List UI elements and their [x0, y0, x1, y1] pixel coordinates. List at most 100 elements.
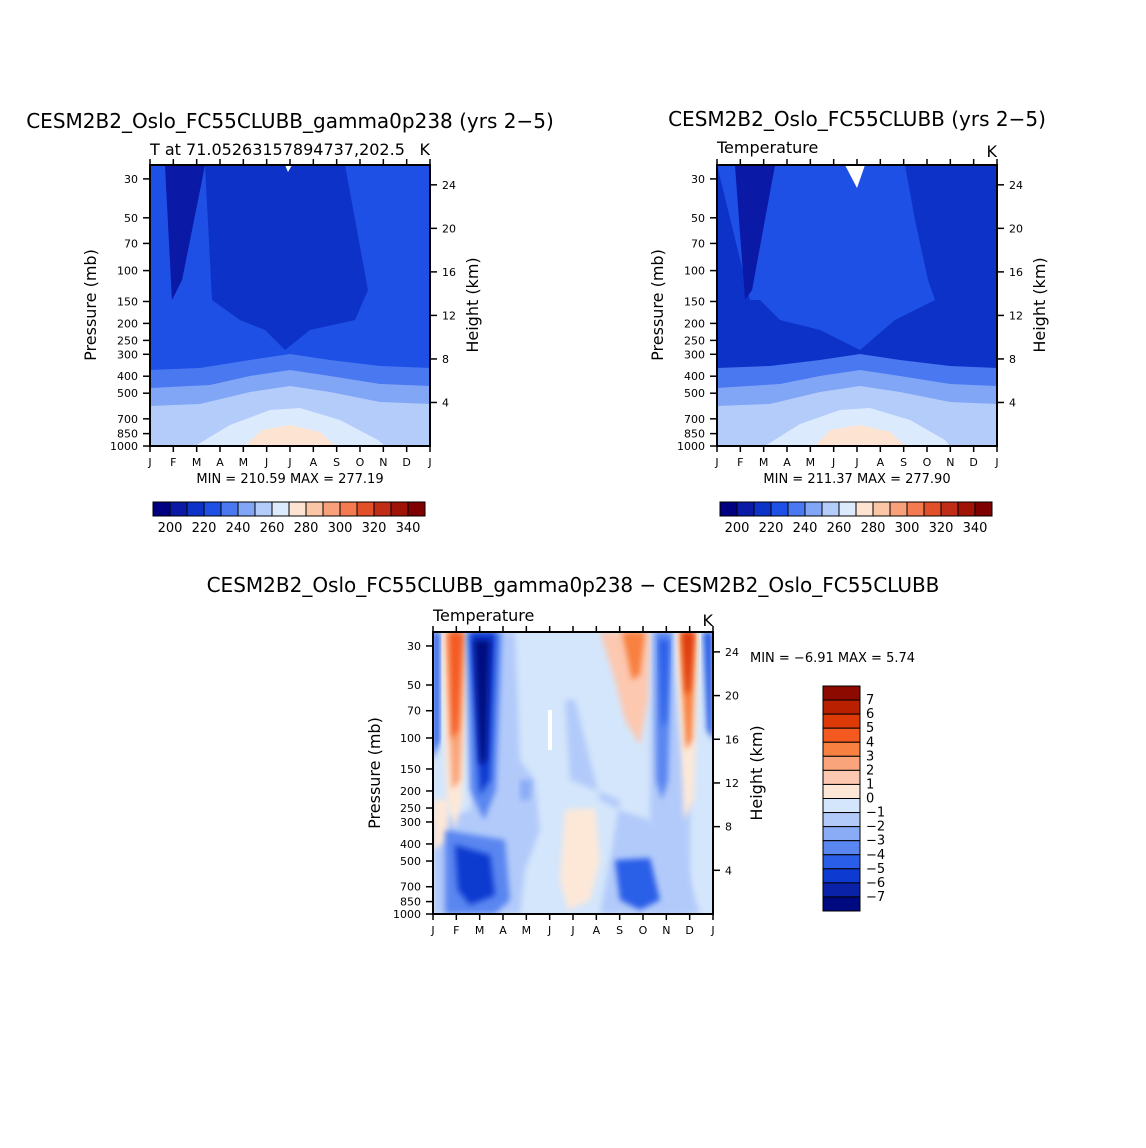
y2-tick-label: 12 [1009, 309, 1023, 322]
colorbar-box [787, 501, 806, 517]
colorbar-box [822, 798, 861, 814]
x-tick-label: J [831, 456, 835, 469]
y-tick-label: 30 [407, 640, 421, 653]
colorbar-box [736, 501, 755, 517]
colorbar-label: −1 [866, 806, 885, 821]
colorbar-box [974, 501, 993, 517]
colorbar-box [822, 713, 861, 729]
colorbar-box [271, 501, 290, 517]
colorbar-box [822, 699, 861, 715]
colorbar-box [822, 868, 861, 884]
colorbar-box [822, 826, 861, 842]
x-tick-label: M [192, 456, 202, 469]
y-tick-label: 250 [400, 802, 421, 815]
panel-3: CESM2B2_Oslo_FC55CLUBB_gamma0p238 − CESM… [207, 573, 940, 937]
colorbar-label: 320 [929, 521, 954, 536]
colorbar-box [186, 501, 205, 517]
x-tick-label: D [969, 456, 977, 469]
y-tick-label: 30 [691, 173, 705, 186]
panel-1-contours [150, 165, 430, 446]
colorbar-box [906, 501, 925, 517]
x-tick-label: J [264, 456, 268, 469]
colorbar-label: 240 [226, 521, 251, 536]
panel-3-title: CESM2B2_Oslo_FC55CLUBB_gamma0p238 − CESM… [207, 573, 940, 597]
y-tick-label: 300 [684, 348, 705, 361]
panel-3-subtitle: Temperature [432, 606, 534, 625]
panel-3-stats: MIN = −6.91 MAX = 5.74 [750, 651, 915, 666]
colorbar-box [822, 812, 861, 828]
y2-tick-label: 4 [1009, 396, 1016, 409]
colorbar-box [719, 501, 738, 517]
colorbar-box [169, 501, 188, 517]
colorbar-box [940, 501, 959, 517]
colorbar-box [305, 501, 324, 517]
panel-2-y2label: Height (km) [1030, 257, 1049, 352]
y2-tick-label: 20 [442, 222, 456, 235]
colorbar-box [220, 501, 239, 517]
x-tick-label: A [783, 456, 791, 469]
colorbar-box [753, 501, 772, 517]
x-tick-label: F [453, 924, 459, 937]
y-tick-label: 300 [117, 348, 138, 361]
colorbar-box [923, 501, 942, 517]
y-tick-label: 70 [407, 705, 421, 718]
colorbar-label: 260 [260, 521, 285, 536]
x-tick-label: O [639, 924, 648, 937]
colorbar-box [821, 501, 840, 517]
x-tick-label: J [427, 456, 431, 469]
colorbar-box [889, 501, 908, 517]
y-tick-label: 150 [400, 763, 421, 776]
colorbar-label: 200 [725, 521, 750, 536]
panel-2-colorbar: 200 220 240 260 280 300 320 340 [719, 501, 993, 536]
x-tick-label: M [806, 456, 816, 469]
colorbar-label: 320 [362, 521, 387, 536]
panel-3-y2label: Height (km) [747, 725, 766, 820]
y-tick-label: 700 [400, 881, 421, 894]
x-tick-label: J [430, 924, 434, 937]
colorbar-box [390, 501, 409, 517]
colorbar-box [322, 501, 341, 517]
y-tick-label: 1000 [393, 908, 421, 921]
colorbar-label: 1 [866, 777, 874, 792]
y2-tick-label: 16 [725, 733, 739, 746]
y-tick-label: 200 [117, 317, 138, 330]
x-tick-label: S [900, 456, 907, 469]
x-tick-label: S [333, 456, 340, 469]
y-tick-label: 70 [691, 237, 705, 250]
x-tick-label: N [662, 924, 670, 937]
colorbar-label: −6 [866, 876, 885, 891]
y2-tick-label: 24 [725, 646, 739, 659]
panel-1: CESM2B2_Oslo_FC55CLUBB_gamma0p238 (yrs 2… [26, 109, 554, 536]
y2-tick-label: 4 [725, 864, 732, 877]
y-tick-label: 1000 [110, 440, 138, 453]
colorbar-label: 200 [158, 521, 183, 536]
y-tick-label: 400 [684, 370, 705, 383]
colorbar-box [822, 685, 861, 701]
y-tick-label: 850 [684, 428, 705, 441]
colorbar-box [822, 896, 861, 912]
panel-3-units: K [703, 611, 714, 630]
x-tick-label: J [287, 456, 291, 469]
colorbar-box [407, 501, 426, 517]
x-tick-label: J [710, 924, 714, 937]
colorbar-label: 220 [759, 521, 784, 536]
y-tick-label: 500 [400, 855, 421, 868]
x-tick-label: J [994, 456, 998, 469]
panel-1-ylabel: Pressure (mb) [81, 249, 100, 361]
colorbar-label: 280 [861, 521, 886, 536]
y-tick-label: 700 [684, 413, 705, 426]
colorbar-box [822, 755, 861, 771]
y2-tick-label: 16 [1009, 266, 1023, 279]
panel-1-stats: MIN = 210.59 MAX = 277.19 [196, 472, 383, 487]
panel-3-contours [433, 632, 713, 914]
colorbar-box [822, 882, 861, 898]
x-tick-label: D [685, 924, 693, 937]
colorbar-label: 300 [895, 521, 920, 536]
colorbar-label: 3 [866, 749, 874, 764]
x-tick-label: N [379, 456, 387, 469]
y-tick-label: 1000 [677, 440, 705, 453]
y-tick-label: 300 [400, 816, 421, 829]
y2-tick-label: 12 [725, 777, 739, 790]
